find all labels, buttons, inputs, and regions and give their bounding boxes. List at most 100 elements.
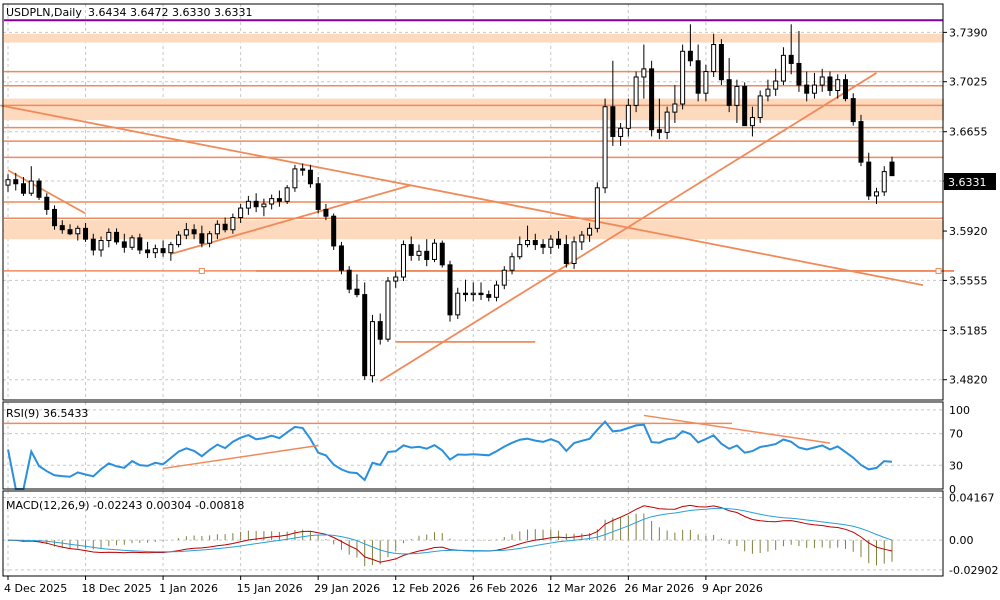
- candle-body: [377, 321, 383, 340]
- time-tick-label: 15 Jan 2026: [237, 582, 303, 595]
- candle-body: [385, 280, 391, 340]
- candle-body: [431, 242, 437, 260]
- time-tick-label: 12 Feb 2026: [392, 582, 460, 595]
- candle-body: [300, 168, 306, 171]
- candle-body: [362, 294, 368, 377]
- candle-body: [292, 168, 298, 189]
- macd-tick-label: 0.04167: [949, 491, 995, 504]
- candle-body: [695, 60, 701, 94]
- candle-body: [83, 227, 89, 240]
- horizontal-levels[interactable]: [4, 19, 943, 272]
- current-price-label: 3.6331: [948, 176, 987, 189]
- trendline: [0, 104, 924, 287]
- trendline: [170, 184, 412, 255]
- candle-body: [757, 95, 763, 119]
- trendline: [7, 169, 86, 215]
- candle-body: [633, 76, 639, 106]
- candle-body: [21, 183, 27, 194]
- candle-body: [59, 225, 65, 231]
- candle-body: [788, 54, 794, 64]
- candle-body: [90, 238, 96, 251]
- candle-body: [176, 234, 182, 246]
- rsi-tick-label: 100: [949, 404, 970, 417]
- price-tick-label: 3.5920: [949, 225, 988, 238]
- candle-body: [773, 80, 779, 90]
- time-tick-label: 4 Dec 2025: [4, 582, 67, 595]
- time-tick-label: 1 Jan 2026: [159, 582, 218, 595]
- candle-body: [889, 161, 895, 177]
- time-tick-label: 12 Mar 2026: [547, 582, 617, 595]
- candle-body: [222, 223, 228, 231]
- candle-body: [447, 264, 453, 316]
- candle-body: [207, 233, 213, 244]
- price-tick-label: 3.5185: [949, 324, 988, 337]
- price-zone: [4, 98, 944, 121]
- candle-body: [261, 203, 267, 208]
- rsi-line: [7, 420, 893, 490]
- candle-body: [75, 227, 81, 235]
- candle-body: [835, 79, 841, 91]
- time-axis: 4 Dec 2025 18 Dec 2025 1 Jan 2026 15 Jan 20…: [4, 576, 763, 595]
- candle-body: [463, 292, 469, 296]
- candle-body: [145, 249, 151, 254]
- candle-body: [307, 169, 313, 185]
- candle-body: [276, 198, 282, 202]
- panel-frame: [2, 401, 944, 490]
- candle-body: [152, 248, 158, 254]
- support-resistance-zones: [4, 33, 944, 240]
- price-axis: 3.73903.70253.66553.62903.59203.55553.51…: [943, 26, 998, 577]
- candle-body: [625, 104, 631, 129]
- candle-body: [649, 68, 655, 131]
- ohlc-readout: 3.6434 3.6472 3.6330 3.6331: [88, 6, 252, 19]
- candle-body: [742, 85, 748, 127]
- candle-body: [13, 179, 19, 185]
- candle-body: [711, 44, 717, 73]
- candle-body: [214, 223, 220, 235]
- candle-body: [253, 200, 259, 208]
- candle-body: [160, 248, 166, 254]
- candle-body: [199, 233, 205, 244]
- macd-tick-label: -0.02902: [949, 564, 998, 577]
- macd-main-line: [7, 504, 893, 563]
- candle-body: [137, 237, 143, 251]
- candle-body: [408, 244, 414, 256]
- symbol-label: USDPLN,Daily: [6, 6, 82, 19]
- macd-tick-label: 0.00: [949, 534, 974, 547]
- candle-body: [331, 215, 337, 247]
- candle-body: [191, 229, 197, 235]
- candle-body: [369, 321, 375, 377]
- candle-body: [393, 276, 399, 282]
- candle-body: [44, 196, 50, 210]
- candle-body: [680, 50, 686, 105]
- candle-body: [618, 127, 624, 137]
- candle-body: [121, 241, 127, 248]
- candle-body: [804, 84, 810, 94]
- candle-body: [478, 292, 484, 296]
- candle-body: [842, 79, 848, 100]
- candle-body: [494, 284, 500, 298]
- candle-body: [67, 229, 73, 235]
- candle-body: [664, 111, 670, 133]
- current-price-badge: [944, 173, 996, 190]
- price-tick-label: 3.7390: [949, 26, 988, 39]
- rsi-trendline: [162, 444, 319, 470]
- macd-signal-line: [8, 507, 893, 555]
- rsi-indicator: [4, 414, 893, 490]
- time-tick-label: 26 Feb 2026: [469, 582, 537, 595]
- candle-body: [315, 183, 321, 210]
- candle-body: [749, 117, 755, 127]
- candle-body: [866, 161, 872, 197]
- time-tick-label: 26 Mar 2026: [624, 582, 694, 595]
- price-tick-label: 3.5555: [949, 274, 988, 287]
- candle-body: [734, 85, 740, 106]
- candle-body: [827, 76, 833, 91]
- trendlines[interactable]: [0, 72, 955, 382]
- candlestick-series: [5, 24, 895, 383]
- trendline: [379, 72, 877, 382]
- candle-body: [346, 269, 352, 290]
- candle-body: [52, 208, 58, 227]
- candle-body: [5, 179, 11, 186]
- candle-body: [129, 237, 135, 248]
- candle-body: [28, 180, 34, 194]
